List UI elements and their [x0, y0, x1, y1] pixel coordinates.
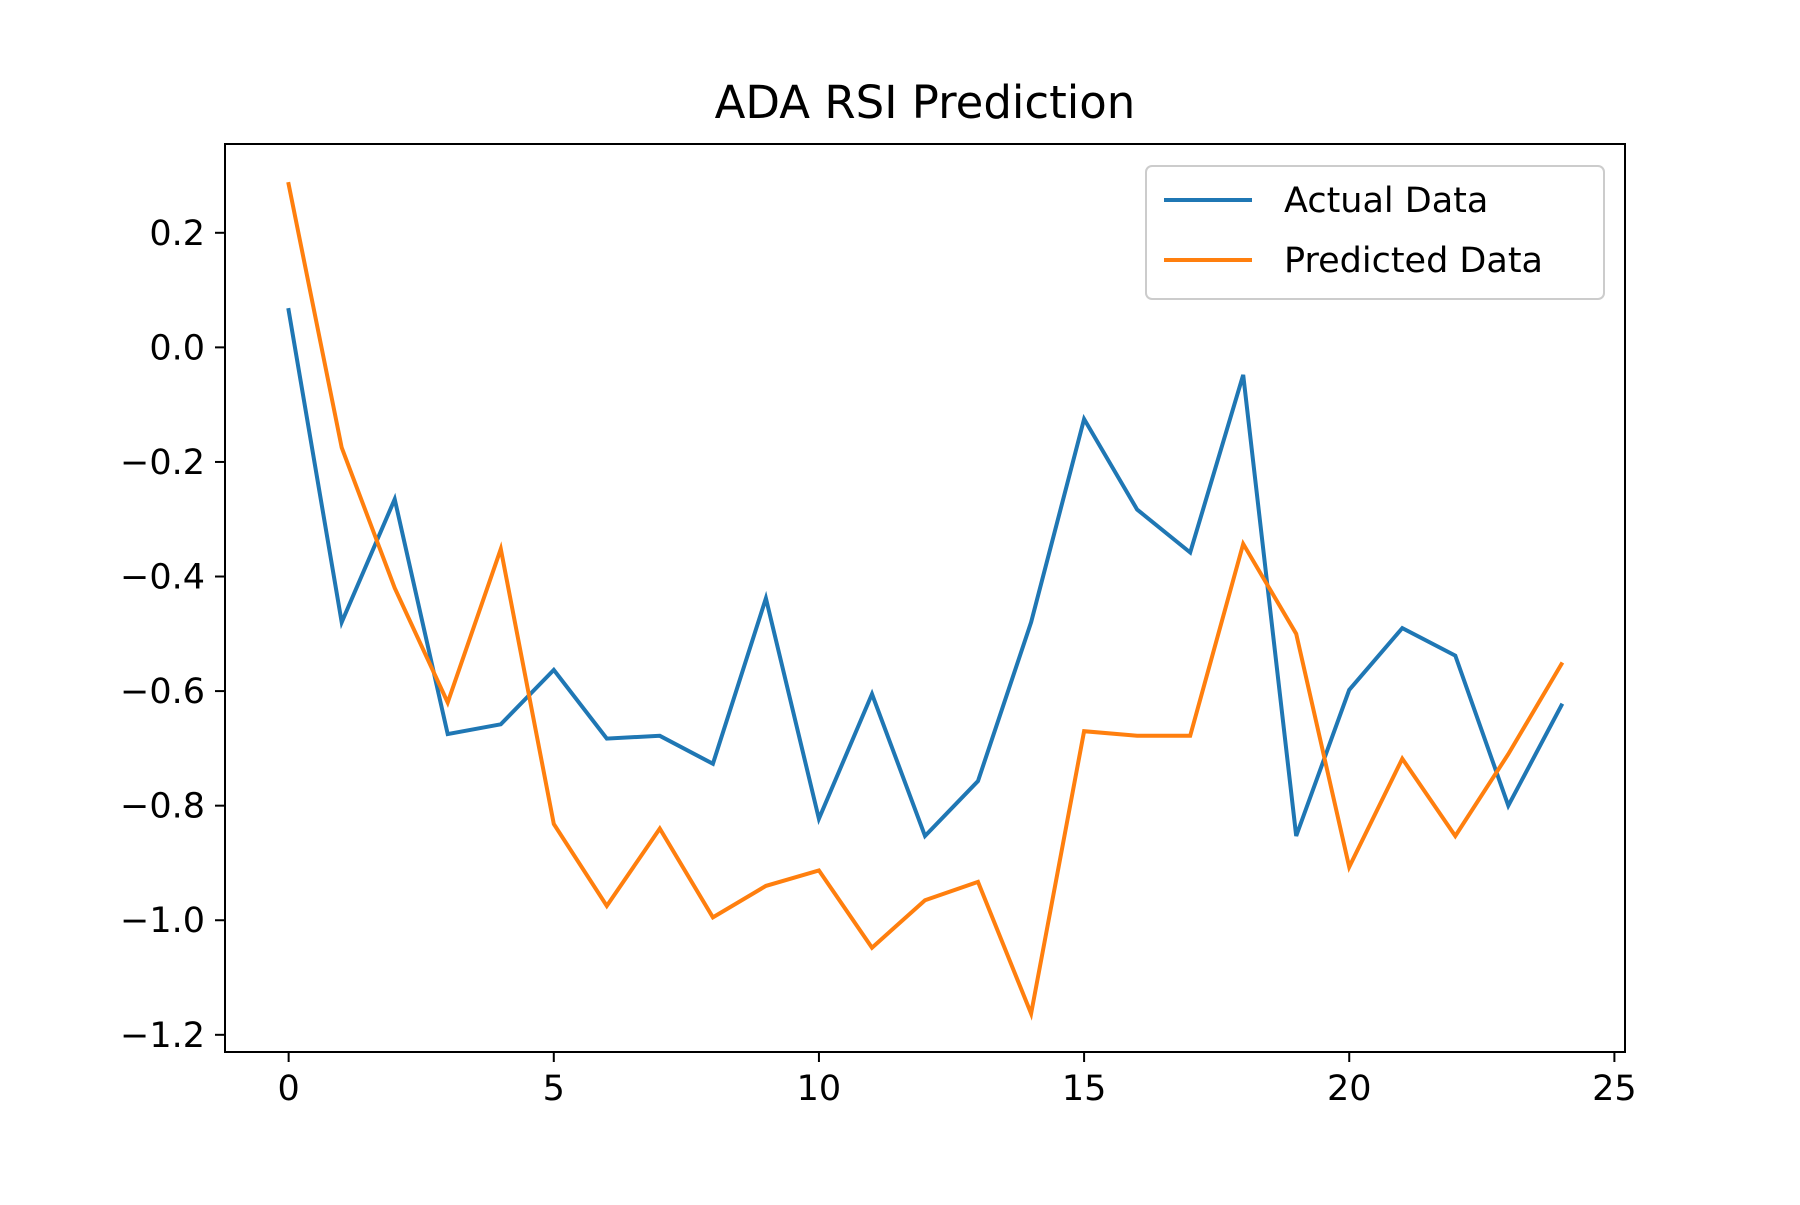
x-tick-label: 5	[543, 1069, 565, 1109]
y-tick-label: 0.2	[149, 214, 205, 254]
y-tick-label: −0.8	[120, 787, 205, 827]
y-tick-label: −0.2	[120, 443, 205, 483]
x-tick-label: 0	[277, 1069, 299, 1109]
plot-area	[286, 181, 1565, 1021]
axes-frame	[224, 143, 1626, 1053]
x-tick-label: 10	[797, 1069, 842, 1109]
x-tick-label: 25	[1592, 1069, 1637, 1109]
y-tick-label: −1.2	[120, 1016, 205, 1056]
chart-title: ADA RSI Prediction	[715, 76, 1136, 129]
x-tick-label: 15	[1062, 1069, 1107, 1109]
legend: Actual Data Predicted Data	[1145, 165, 1605, 300]
legend-label-actual: Actual Data	[1284, 181, 1488, 221]
legend-label-predicted: Predicted Data	[1284, 241, 1543, 281]
y-tick-label: 0.0	[149, 328, 205, 368]
axis-ticks: 0 5 10 15 20 25 0.2 0.0 −0.2 −0.4 −0.6 −0.8 −1.0 −1.2	[120, 214, 1637, 1109]
y-tick-label: −1.0	[120, 901, 205, 941]
x-tick-label: 20	[1327, 1069, 1372, 1109]
y-tick-label: −0.4	[120, 558, 205, 598]
series-line-predicted	[286, 181, 1565, 1021]
legend-box	[1145, 165, 1605, 300]
series-line-actual	[286, 307, 1565, 840]
y-tick-label: −0.6	[120, 672, 205, 712]
